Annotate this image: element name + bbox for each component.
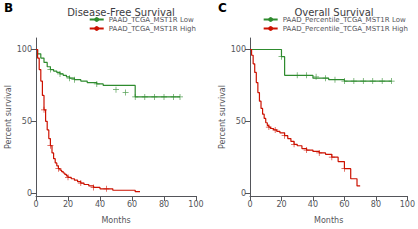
svg-text:B: B <box>4 1 13 15</box>
svg-text:0: 0 <box>247 200 252 209</box>
svg-text:PAAD_Percentile_TCGA_MST1R Hig: PAAD_Percentile_TCGA_MST1R High <box>283 25 408 33</box>
svg-text:0: 0 <box>241 189 246 198</box>
svg-text:100: 100 <box>17 45 32 54</box>
svg-text:50: 50 <box>236 117 246 126</box>
svg-text:Percent survival: Percent survival <box>4 85 13 149</box>
svg-text:40: 40 <box>308 200 318 209</box>
svg-text:60: 60 <box>339 200 349 209</box>
svg-text:PAAD_TCGA_MST1R High: PAAD_TCGA_MST1R High <box>109 25 196 33</box>
svg-text:40: 40 <box>95 200 105 209</box>
svg-text:100: 100 <box>188 200 203 209</box>
svg-text:Percent survival: Percent survival <box>218 85 227 149</box>
svg-text:Disease-Free Survival: Disease-Free Survival <box>67 7 175 18</box>
svg-text:Months: Months <box>314 216 343 225</box>
svg-text:0: 0 <box>27 189 32 198</box>
svg-text:PAAD_TCGA_MST1R Low: PAAD_TCGA_MST1R Low <box>108 15 194 24</box>
svg-text:100: 100 <box>231 45 246 54</box>
svg-text:20: 20 <box>276 200 286 209</box>
svg-text:PAAD_Percentile_TCGA_MST1R Low: PAAD_Percentile_TCGA_MST1R Low <box>282 15 406 24</box>
svg-text:100: 100 <box>400 200 415 209</box>
svg-text:80: 80 <box>159 200 169 209</box>
svg-text:20: 20 <box>63 200 73 209</box>
svg-text:0: 0 <box>33 200 38 209</box>
svg-text:Overall Survival: Overall Survival <box>294 7 373 18</box>
svg-text:C: C <box>218 1 227 15</box>
svg-text:50: 50 <box>22 117 32 126</box>
svg-text:80: 80 <box>371 200 381 209</box>
svg-text:60: 60 <box>127 200 137 209</box>
svg-text:Months: Months <box>101 216 130 225</box>
